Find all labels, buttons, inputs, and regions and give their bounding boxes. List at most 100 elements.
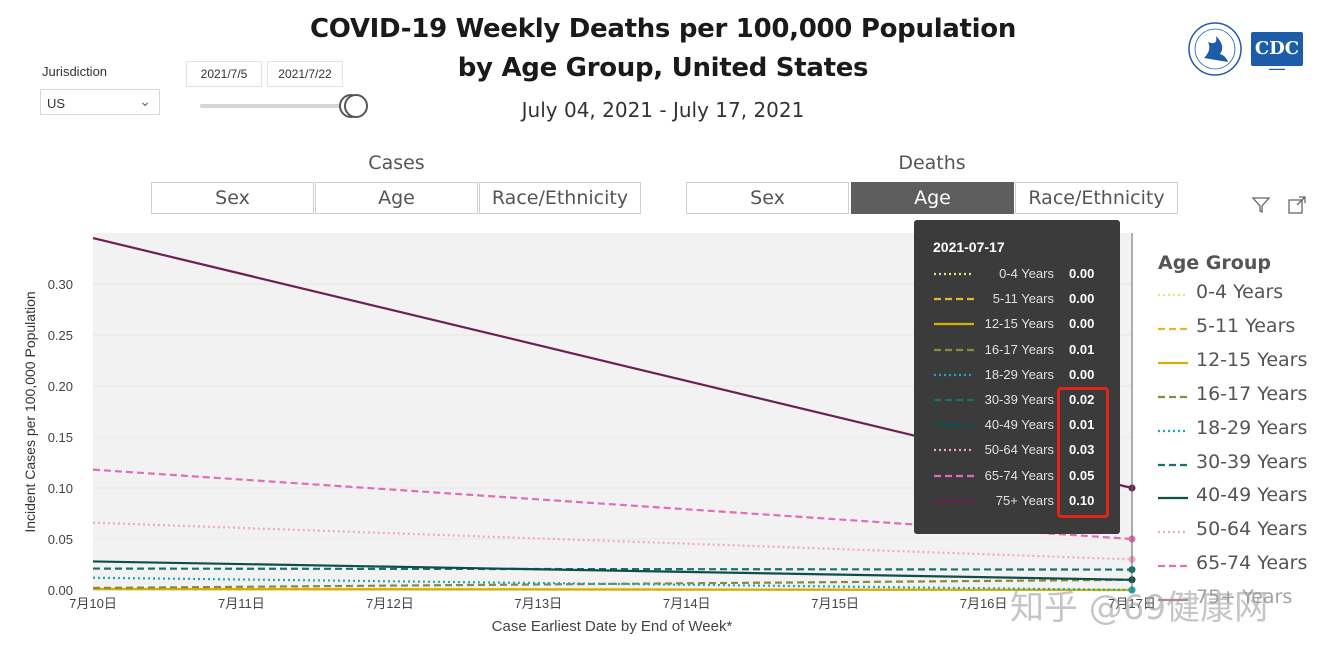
series-line	[92, 578, 1133, 590]
tab-deaths-age[interactable]: Age	[851, 182, 1014, 214]
cases-group-label: Cases	[368, 152, 425, 174]
tooltip-series-name: 50-64 Years	[984, 442, 1054, 458]
tooltip: 2021-07-17 0-4 Years 0.00 5-11 Years 0.00 12…	[914, 220, 1120, 534]
tooltip-row: 18-29 Years 0.00	[914, 363, 1120, 388]
tooltip-row: 75+ Years 0.10	[914, 489, 1120, 514]
tooltip-series-name: 65-74 Years	[984, 467, 1054, 483]
legend-label: 40-49 Years	[1196, 484, 1308, 507]
jurisdiction-value: US	[47, 96, 66, 111]
tab-cases-race-ethnicity[interactable]: Race/Ethnicity	[479, 182, 641, 214]
chart-title-line2: by Age Group, United States	[457, 53, 869, 83]
tooltip-series-value: 0.02	[1069, 392, 1095, 407]
chevron-down-icon: ⌄	[139, 93, 151, 109]
tooltip-swatch	[934, 373, 974, 376]
x-tick-label: 7月15日	[811, 596, 859, 611]
tooltip-swatch	[934, 474, 974, 477]
tab-cases-age[interactable]: Age	[315, 182, 478, 214]
legend-swatch	[1158, 531, 1188, 534]
tooltip-series-value: 0.01	[1069, 417, 1095, 433]
legend-label: 0-4 Years	[1196, 281, 1284, 303]
tooltip-series-name: 16-17 Years	[984, 341, 1054, 357]
tooltip-row: 0-4 Years 0.00	[914, 262, 1120, 287]
legend-swatch	[1158, 497, 1188, 500]
legend-title: Age Group	[1158, 252, 1271, 274]
watermark: 知乎 @69健康网	[1010, 588, 1269, 628]
y-axis-label: Incident Cases per 100,000 Population	[22, 291, 38, 532]
expand-icon[interactable]	[1287, 195, 1307, 215]
y-tick-label: 0.00	[48, 583, 73, 598]
legend-label: 65-74 Years	[1196, 552, 1308, 575]
date-range-subtitle: July 04, 2021 - July 17, 2021	[521, 98, 805, 122]
tooltip-series-value: 0.10	[1069, 492, 1095, 508]
tooltip-series-name: 12-15 Years	[984, 316, 1054, 332]
tooltip-row: 5-11 Years 0.00	[914, 287, 1120, 312]
tooltip-swatch	[934, 424, 974, 427]
date-slider-track[interactable]	[200, 104, 348, 108]
tooltip-series-name: 75+ Years	[995, 492, 1054, 508]
tooltip-swatch	[934, 348, 974, 351]
y-tick-label: 0.15	[48, 430, 73, 445]
series-line	[92, 576, 1133, 592]
tooltip-series-name: 0-4 Years	[999, 266, 1054, 281]
y-tick-label: 0.05	[48, 532, 73, 547]
x-tick-label: 7月12日	[366, 596, 414, 611]
series-line	[92, 468, 1133, 541]
tab-deaths-race-ethnicity[interactable]: Race/Ethnicity	[1015, 182, 1178, 214]
filter-icon[interactable]	[1251, 195, 1271, 215]
legend-swatch	[1158, 293, 1188, 297]
series-line	[92, 587, 1133, 592]
cdc-logo-subtext: ▬▬▬▬	[1269, 66, 1285, 71]
tooltip-row: 16-17 Years 0.01	[914, 338, 1120, 363]
x-tick-label: 7月16日	[960, 596, 1008, 611]
chart-title-line1: COVID-19 Weekly Deaths per 100,000 Popul…	[309, 14, 1017, 44]
tooltip-series-name: 18-29 Years	[984, 366, 1054, 382]
tooltip-series-name: 40-49 Years	[984, 417, 1054, 433]
legend-label: 5-11 Years	[1196, 314, 1296, 337]
series-line	[92, 521, 1133, 561]
legend-label: 50-64 Years	[1196, 518, 1308, 541]
x-axis-label: Case Earliest Date by End of Week*	[492, 618, 733, 635]
x-tick-label: 7月17日	[1108, 596, 1156, 611]
highlight-box	[1057, 387, 1109, 518]
legend-label: 75+ Years	[1196, 586, 1293, 609]
legend-swatch	[1158, 361, 1188, 364]
hhs-seal-icon	[1188, 22, 1242, 76]
tab-deaths-sex[interactable]: Sex	[686, 182, 849, 214]
tooltip-series-name: 5-11 Years	[992, 291, 1054, 307]
date-end-input[interactable]: 2021/7/22	[267, 61, 343, 87]
tooltip-series-value: 0.03	[1069, 442, 1095, 458]
tooltip-swatch	[934, 323, 974, 326]
tooltip-series-name: 30-39 Years	[984, 392, 1054, 407]
date-slider-handle-end[interactable]	[344, 94, 368, 118]
tooltip-series-value: 0.00	[1069, 316, 1095, 332]
y-tick-label: 0.25	[48, 328, 73, 343]
legend-swatch	[1158, 429, 1188, 432]
legend-swatch	[1158, 598, 1188, 602]
tooltip-row: 65-74 Years 0.05	[914, 464, 1120, 489]
tooltip-swatch	[934, 272, 974, 276]
legend-label: 16-17 Years	[1196, 382, 1308, 405]
tooltip-series-value: 0.01	[1069, 341, 1095, 357]
legend-swatch	[1158, 327, 1188, 330]
tooltip-swatch	[934, 499, 974, 502]
tooltip-swatch	[934, 398, 974, 402]
y-tick-label: 0.30	[48, 277, 73, 292]
tooltip-row: 12-15 Years 0.00	[914, 312, 1120, 337]
series-line	[92, 560, 1133, 581]
x-tick-label: 7月11日	[218, 596, 265, 611]
legend-label: 18-29 Years	[1196, 416, 1308, 439]
tooltip-swatch	[934, 449, 974, 452]
tab-cases-sex[interactable]: Sex	[151, 182, 314, 214]
jurisdiction-dropdown[interactable]: US ⌄	[40, 89, 160, 115]
tooltip-series-value: 0.00	[1069, 266, 1095, 281]
tooltip-series-value: 0.05	[1069, 467, 1095, 483]
cdc-logo: CDC	[1251, 32, 1303, 66]
legend-label: 12-15 Years	[1196, 348, 1308, 371]
y-tick-label: 0.20	[48, 379, 73, 394]
date-start-input[interactable]: 2021/7/5	[186, 61, 262, 87]
x-tick-label: 7月10日	[69, 596, 117, 611]
x-tick-label: 7月14日	[663, 596, 711, 611]
tooltip-swatch	[934, 298, 974, 301]
tooltip-series-value: 0.00	[1069, 291, 1095, 307]
